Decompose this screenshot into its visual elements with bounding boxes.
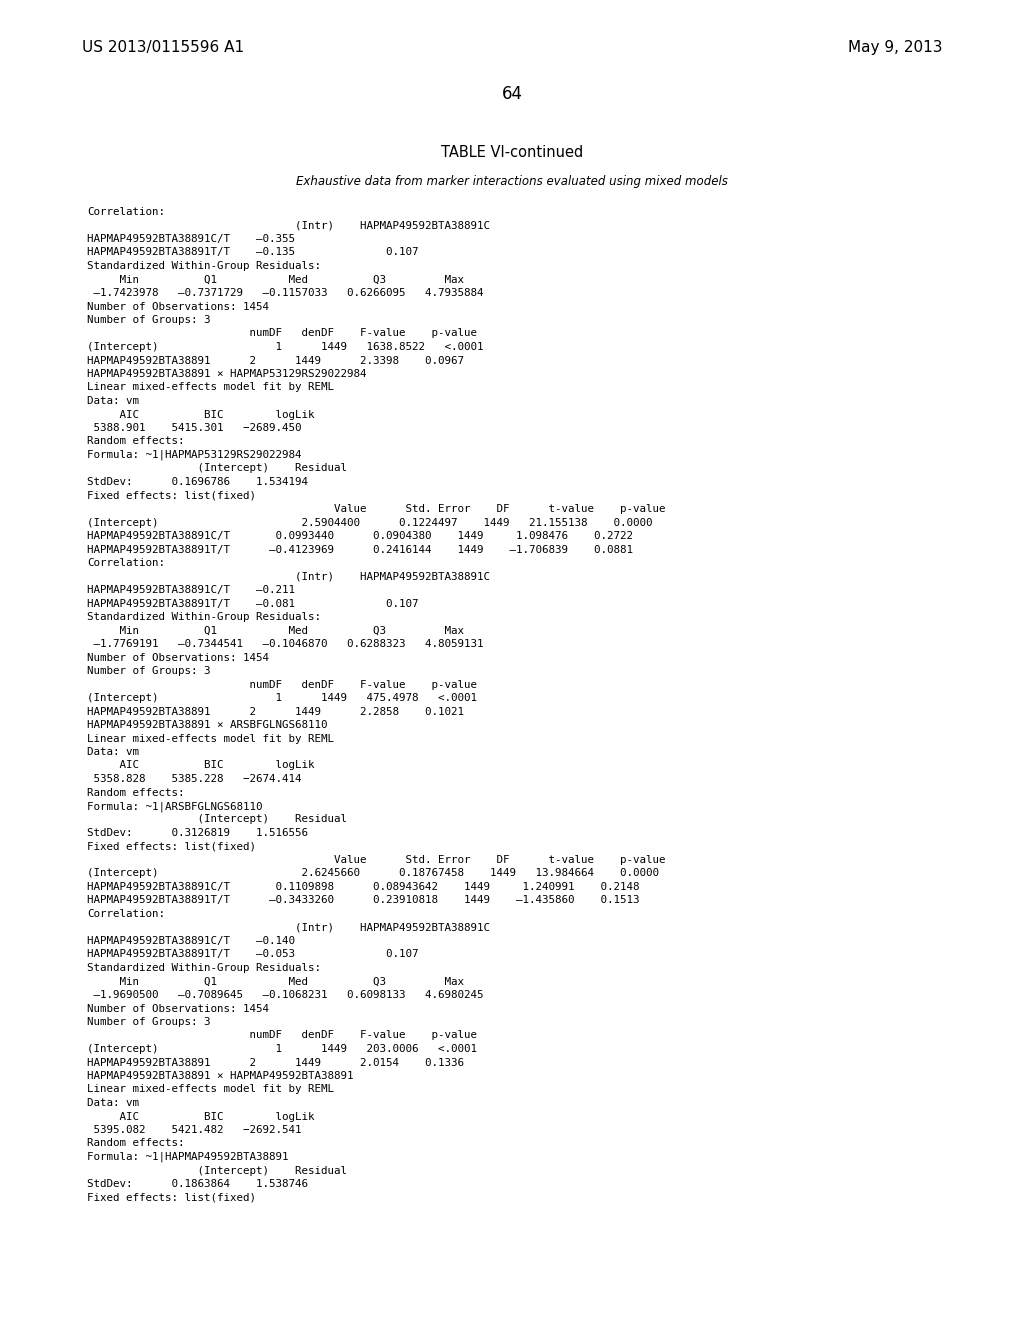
Text: Random effects:: Random effects: [87, 437, 184, 446]
Text: Standardized Within-Group Residuals:: Standardized Within-Group Residuals: [87, 612, 322, 622]
Text: Number of Observations: 1454: Number of Observations: 1454 [87, 1003, 269, 1014]
Text: May 9, 2013: May 9, 2013 [848, 40, 942, 55]
Text: numDF   denDF    F-value    p-value: numDF denDF F-value p-value [87, 680, 477, 689]
Text: (Intercept)                      2.6245660      0.18767458    1449   13.984664  : (Intercept) 2.6245660 0.18767458 1449 13… [87, 869, 659, 879]
Text: HAPMAP49592BTA38891      2      1449      2.0154    0.1336: HAPMAP49592BTA38891 2 1449 2.0154 0.1336 [87, 1057, 464, 1068]
Text: Data: vm: Data: vm [87, 747, 139, 756]
Text: (Intercept)                  1      1449   203.0006   <.0001: (Intercept) 1 1449 203.0006 <.0001 [87, 1044, 477, 1053]
Text: Formula: ~1|HAPMAP53129RS29022984: Formula: ~1|HAPMAP53129RS29022984 [87, 450, 301, 461]
Text: Number of Observations: 1454: Number of Observations: 1454 [87, 652, 269, 663]
Text: HAPMAP49592BTA38891 × ARSBFGLNGS68110: HAPMAP49592BTA38891 × ARSBFGLNGS68110 [87, 719, 328, 730]
Text: StdDev:      0.3126819    1.516556: StdDev: 0.3126819 1.516556 [87, 828, 308, 838]
Text: AIC          BIC        logLik: AIC BIC logLik [87, 1111, 314, 1122]
Text: 64: 64 [502, 84, 522, 103]
Text: Fixed effects: list(fixed): Fixed effects: list(fixed) [87, 491, 256, 500]
Text: HAPMAP49592BTA38891C/T       0.1109898      0.08943642    1449     1.240991    0: HAPMAP49592BTA38891C/T 0.1109898 0.08943… [87, 882, 640, 892]
Text: (Intr)    HAPMAP49592BTA38891C: (Intr) HAPMAP49592BTA38891C [87, 220, 490, 231]
Text: Data: vm: Data: vm [87, 1098, 139, 1107]
Text: StdDev:      0.1863864    1.538746: StdDev: 0.1863864 1.538746 [87, 1179, 308, 1189]
Text: (Intercept)    Residual: (Intercept) Residual [87, 463, 347, 474]
Text: (Intercept)                  1      1449   475.4978   <.0001: (Intercept) 1 1449 475.4978 <.0001 [87, 693, 477, 704]
Text: HAPMAP49592BTA38891C/T    –0.140: HAPMAP49592BTA38891C/T –0.140 [87, 936, 295, 946]
Text: Linear mixed-effects model fit by REML: Linear mixed-effects model fit by REML [87, 383, 334, 392]
Text: HAPMAP49592BTA38891C/T    –0.211: HAPMAP49592BTA38891C/T –0.211 [87, 585, 295, 595]
Text: Value      Std. Error    DF      t-value    p-value: Value Std. Error DF t-value p-value [87, 504, 666, 513]
Text: Linear mixed-effects model fit by REML: Linear mixed-effects model fit by REML [87, 1085, 334, 1094]
Text: Random effects:: Random effects: [87, 788, 184, 797]
Text: Min          Q1           Med          Q3         Max: Min Q1 Med Q3 Max [87, 275, 464, 285]
Text: (Intercept)    Residual: (Intercept) Residual [87, 1166, 347, 1176]
Text: HAPMAP49592BTA38891T/T      –0.3433260      0.23910818    1449    –1.435860    0: HAPMAP49592BTA38891T/T –0.3433260 0.2391… [87, 895, 640, 906]
Text: Correlation:: Correlation: [87, 207, 165, 216]
Text: Fixed effects: list(fixed): Fixed effects: list(fixed) [87, 842, 256, 851]
Text: Correlation:: Correlation: [87, 558, 165, 568]
Text: 5358.828    5385.228   −2674.414: 5358.828 5385.228 −2674.414 [87, 774, 301, 784]
Text: –1.7769191   –0.7344541   –0.1046870   0.6288323   4.8059131: –1.7769191 –0.7344541 –0.1046870 0.62883… [87, 639, 483, 649]
Text: Number of Observations: 1454: Number of Observations: 1454 [87, 301, 269, 312]
Text: HAPMAP49592BTA38891T/T    –0.135              0.107: HAPMAP49592BTA38891T/T –0.135 0.107 [87, 248, 419, 257]
Text: HAPMAP49592BTA38891C/T    –0.355: HAPMAP49592BTA38891C/T –0.355 [87, 234, 295, 244]
Text: 5388.901    5415.301   −2689.450: 5388.901 5415.301 −2689.450 [87, 422, 301, 433]
Text: Standardized Within-Group Residuals:: Standardized Within-Group Residuals: [87, 964, 322, 973]
Text: Min          Q1           Med          Q3         Max: Min Q1 Med Q3 Max [87, 626, 464, 635]
Text: Exhaustive data from marker interactions evaluated using mixed models: Exhaustive data from marker interactions… [296, 176, 728, 187]
Text: Fixed effects: list(fixed): Fixed effects: list(fixed) [87, 1192, 256, 1203]
Text: AIC          BIC        logLik: AIC BIC logLik [87, 409, 314, 420]
Text: US 2013/0115596 A1: US 2013/0115596 A1 [82, 40, 244, 55]
Text: numDF   denDF    F-value    p-value: numDF denDF F-value p-value [87, 1031, 477, 1040]
Text: Formula: ~1|HAPMAP49592BTA38891: Formula: ~1|HAPMAP49592BTA38891 [87, 1152, 289, 1163]
Text: Min          Q1           Med          Q3         Max: Min Q1 Med Q3 Max [87, 977, 464, 986]
Text: HAPMAP49592BTA38891T/T    –0.081              0.107: HAPMAP49592BTA38891T/T –0.081 0.107 [87, 598, 419, 609]
Text: Data: vm: Data: vm [87, 396, 139, 407]
Text: Number of Groups: 3: Number of Groups: 3 [87, 315, 211, 325]
Text: (Intr)    HAPMAP49592BTA38891C: (Intr) HAPMAP49592BTA38891C [87, 572, 490, 582]
Text: (Intercept)                  1      1449   1638.8522   <.0001: (Intercept) 1 1449 1638.8522 <.0001 [87, 342, 483, 352]
Text: –1.7423978   –0.7371729   –0.1157033   0.6266095   4.7935884: –1.7423978 –0.7371729 –0.1157033 0.62660… [87, 288, 483, 298]
Text: numDF   denDF    F-value    p-value: numDF denDF F-value p-value [87, 329, 477, 338]
Text: Random effects:: Random effects: [87, 1138, 184, 1148]
Text: AIC          BIC        logLik: AIC BIC logLik [87, 760, 314, 771]
Text: HAPMAP49592BTA38891C/T       0.0993440      0.0904380    1449     1.098476    0.: HAPMAP49592BTA38891C/T 0.0993440 0.09043… [87, 531, 633, 541]
Text: Standardized Within-Group Residuals:: Standardized Within-Group Residuals: [87, 261, 322, 271]
Text: HAPMAP49592BTA38891T/T    –0.053              0.107: HAPMAP49592BTA38891T/T –0.053 0.107 [87, 949, 419, 960]
Text: Number of Groups: 3: Number of Groups: 3 [87, 667, 211, 676]
Text: (Intercept)    Residual: (Intercept) Residual [87, 814, 347, 825]
Text: Linear mixed-effects model fit by REML: Linear mixed-effects model fit by REML [87, 734, 334, 743]
Text: TABLE VI-continued: TABLE VI-continued [441, 145, 583, 160]
Text: HAPMAP49592BTA38891      2      1449      2.3398    0.0967: HAPMAP49592BTA38891 2 1449 2.3398 0.0967 [87, 355, 464, 366]
Text: HAPMAP49592BTA38891T/T      –0.4123969      0.2416144    1449    –1.706839    0.: HAPMAP49592BTA38891T/T –0.4123969 0.2416… [87, 544, 633, 554]
Text: HAPMAP49592BTA38891 × HAPMAP53129RS29022984: HAPMAP49592BTA38891 × HAPMAP53129RS29022… [87, 370, 367, 379]
Text: StdDev:      0.1696786    1.534194: StdDev: 0.1696786 1.534194 [87, 477, 308, 487]
Text: Number of Groups: 3: Number of Groups: 3 [87, 1016, 211, 1027]
Text: HAPMAP49592BTA38891 × HAPMAP49592BTA38891: HAPMAP49592BTA38891 × HAPMAP49592BTA3889… [87, 1071, 353, 1081]
Text: HAPMAP49592BTA38891      2      1449      2.2858    0.1021: HAPMAP49592BTA38891 2 1449 2.2858 0.1021 [87, 706, 464, 717]
Text: Value      Std. Error    DF      t-value    p-value: Value Std. Error DF t-value p-value [87, 855, 666, 865]
Text: Correlation:: Correlation: [87, 909, 165, 919]
Text: (Intercept)                      2.5904400      0.1224497    1449   21.155138   : (Intercept) 2.5904400 0.1224497 1449 21.… [87, 517, 652, 528]
Text: Formula: ~1|ARSBFGLNGS68110: Formula: ~1|ARSBFGLNGS68110 [87, 801, 262, 812]
Text: –1.9690500   –0.7089645   –0.1068231   0.6098133   4.6980245: –1.9690500 –0.7089645 –0.1068231 0.60981… [87, 990, 483, 1001]
Text: (Intr)    HAPMAP49592BTA38891C: (Intr) HAPMAP49592BTA38891C [87, 923, 490, 932]
Text: 5395.082    5421.482   −2692.541: 5395.082 5421.482 −2692.541 [87, 1125, 301, 1135]
